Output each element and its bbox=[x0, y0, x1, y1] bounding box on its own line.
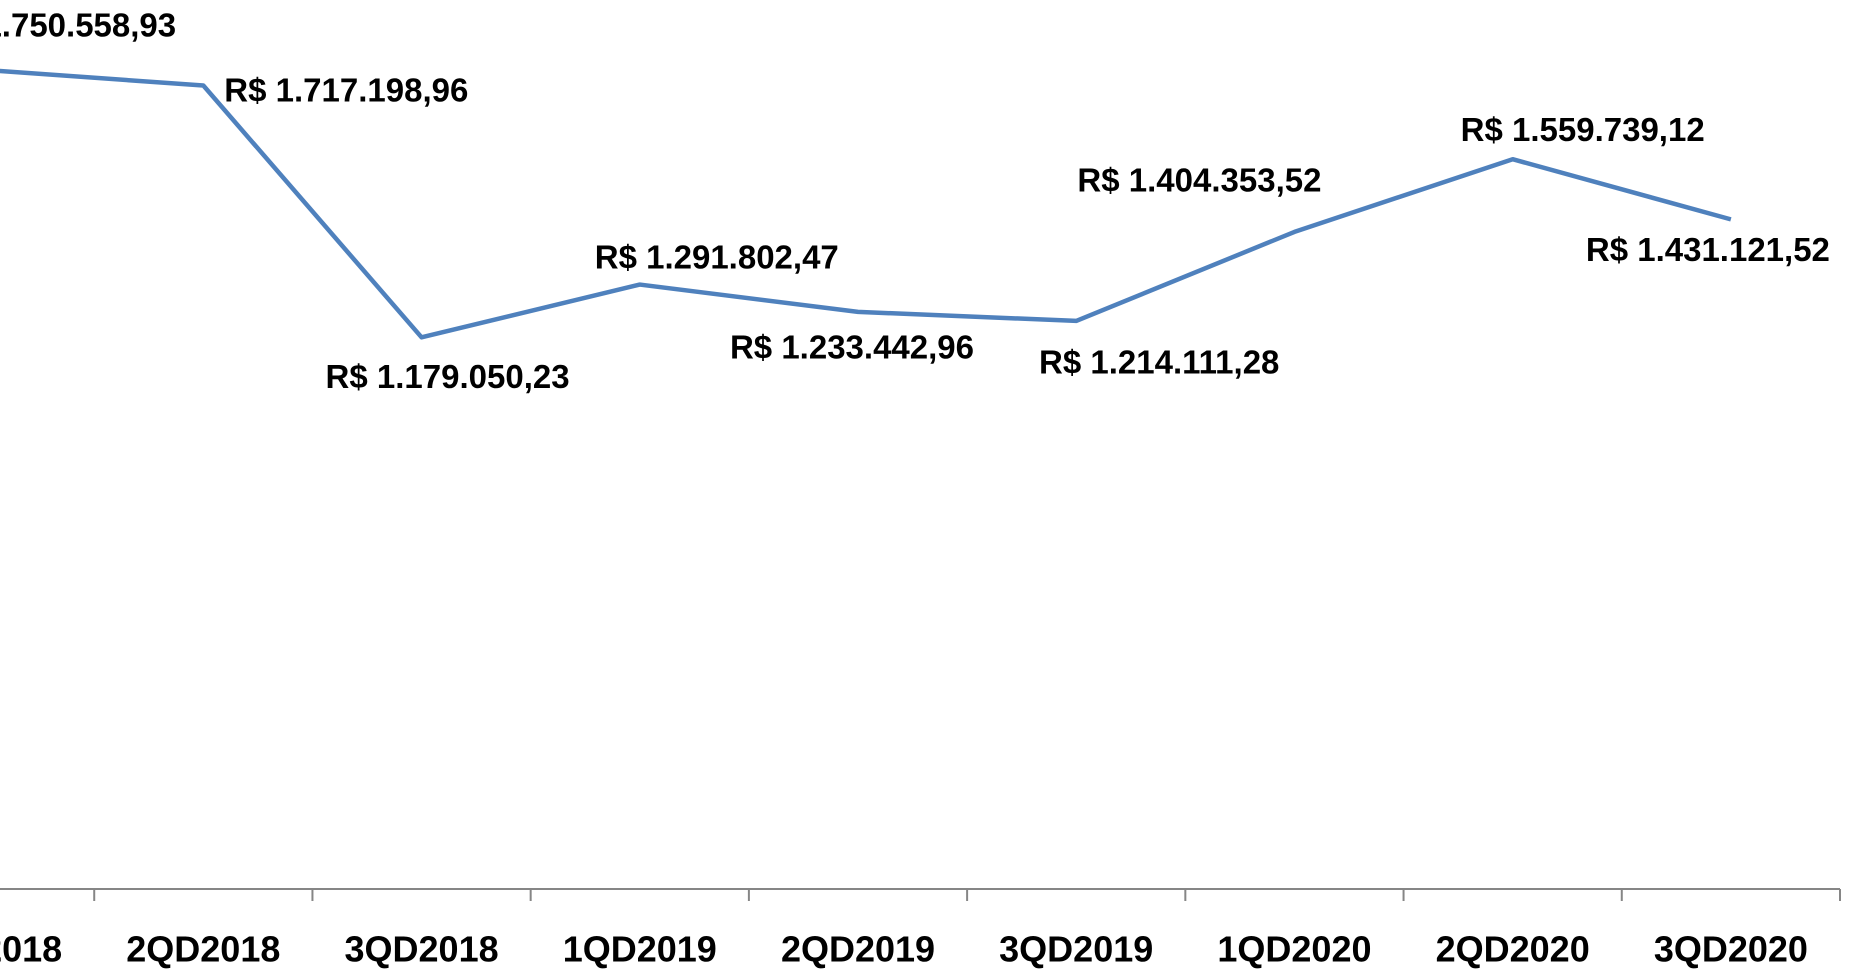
x-tick-label: 2QD2018 bbox=[126, 929, 280, 970]
data-label: R$ 1.233.442,96 bbox=[730, 329, 974, 366]
x-tick-label: 3QD2020 bbox=[1654, 929, 1808, 970]
x-tick-label: 1QD2020 bbox=[1217, 929, 1371, 970]
x-tick-label: 1QD2019 bbox=[563, 929, 717, 970]
line-series bbox=[0, 68, 1732, 340]
data-label: R$ 1.559.739,12 bbox=[1461, 111, 1705, 148]
x-tick-label: 1QD2018 bbox=[0, 929, 62, 970]
data-label: R$ 1.750.558,93 bbox=[0, 7, 176, 44]
x-tick-label: 3QD2018 bbox=[345, 929, 499, 970]
x-tick-label: 2QD2019 bbox=[781, 929, 935, 970]
x-tick-label: 2QD2020 bbox=[1436, 929, 1590, 970]
data-label: R$ 1.404.353,52 bbox=[1077, 162, 1321, 199]
data-label: R$ 1.291.802,47 bbox=[595, 238, 839, 275]
x-tick-label: 3QD2019 bbox=[999, 929, 1153, 970]
data-label: R$ 1.717.198,96 bbox=[224, 71, 468, 108]
data-label: R$ 1.214.111,28 bbox=[1039, 344, 1279, 381]
data-label: R$ 1.179.050,23 bbox=[326, 358, 570, 395]
data-label: R$ 1.431.121,52 bbox=[1586, 231, 1830, 268]
